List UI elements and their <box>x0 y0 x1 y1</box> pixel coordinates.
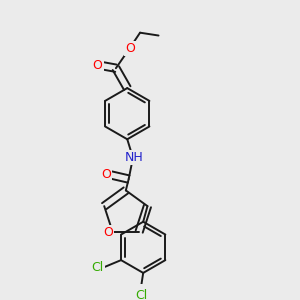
Text: Cl: Cl <box>92 261 104 274</box>
Text: O: O <box>101 168 111 181</box>
Text: Cl: Cl <box>136 289 148 300</box>
Text: O: O <box>103 226 113 239</box>
Text: O: O <box>125 42 135 55</box>
Text: O: O <box>92 59 102 72</box>
Text: NH: NH <box>125 151 144 164</box>
